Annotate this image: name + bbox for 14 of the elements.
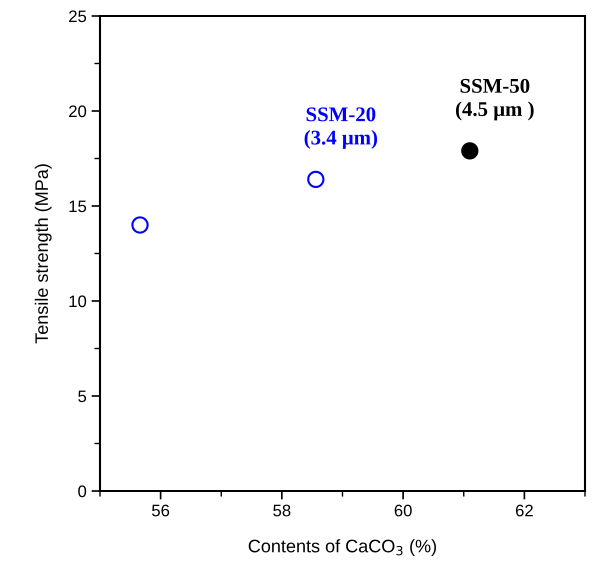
y-tick-label: 20: [69, 105, 86, 118]
x-tick-label: 58: [273, 504, 290, 516]
x-axis-title: Contents of CaCO$_{3}$ (%): [248, 539, 436, 556]
x-tick-label: 60: [394, 504, 412, 516]
y-tick-label: 15: [70, 200, 86, 212]
series-label: SSM-50 (4.5 μm ): [456, 78, 534, 120]
y-tick-label: 25: [69, 10, 86, 22]
x-tick-label: 62: [516, 504, 533, 516]
y-tick-label: 5: [78, 390, 86, 402]
x-tick-label: 56: [152, 504, 170, 516]
y-tick-label: 10: [70, 295, 86, 308]
y-tick-label: 0: [78, 485, 86, 498]
y-axis-title: Tensile strength (MPa): [34, 164, 52, 344]
series-label: SSM-20 (3.4 μm): [304, 107, 378, 149]
